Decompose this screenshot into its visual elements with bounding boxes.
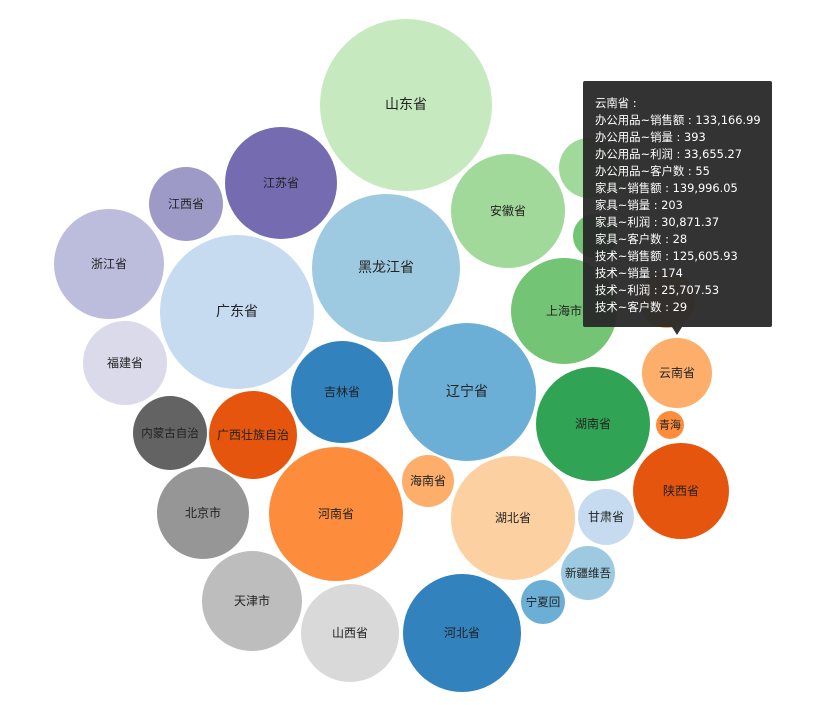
bubble-label: 山西省 <box>332 626 368 640</box>
bubble-label: 新疆维吾 <box>565 566 611 580</box>
bubble[interactable] <box>83 321 167 405</box>
bubble-label: 安徽省 <box>490 203 526 218</box>
bubble[interactable] <box>269 447 403 581</box>
bubble[interactable] <box>133 396 207 470</box>
bubble-label: 陕西省 <box>663 483 699 498</box>
bubble-label: 北京市 <box>185 505 221 520</box>
bubble-label: 广西壮族自治 <box>217 428 289 442</box>
bubble-label: 青海 <box>659 418 681 432</box>
bubble-label: 湖南省 <box>575 416 611 431</box>
bubble-label: 河南省 <box>318 506 354 521</box>
bubble-label: 甘肃省 <box>588 510 624 524</box>
bubble[interactable] <box>312 194 460 342</box>
tooltip-line: 技术~利润 : 25,707.53 <box>595 283 720 297</box>
tooltip-line: 办公用品~客户数 : 55 <box>595 164 710 178</box>
bubble-label: 海南省 <box>410 473 446 488</box>
bubble-label: 广东省 <box>216 304 258 320</box>
bubble[interactable] <box>301 584 399 682</box>
bubble-label: 湖北省 <box>495 510 531 525</box>
bubble[interactable] <box>202 551 302 651</box>
tooltip-line: 办公用品~销售额 : 133,166.99 <box>595 113 761 127</box>
bubble-label: 辽宁省 <box>446 383 488 400</box>
bubble-label: 内蒙古自治 <box>141 426 199 440</box>
bubble-label: 江苏省 <box>263 176 299 190</box>
bubble[interactable] <box>403 574 521 692</box>
tooltip: 云南省 : 办公用品~销售额 : 133,166.99 办公用品~销量 : 39… <box>583 81 772 335</box>
tooltip-line: 技术~销售额 : 125,605.93 <box>595 249 738 263</box>
bubble-label: 河北省 <box>444 626 480 640</box>
tooltip-title: 云南省 : <box>595 96 637 110</box>
bubble[interactable] <box>451 154 565 268</box>
bubble-label: 黑龙江省 <box>358 260 414 276</box>
bubble[interactable] <box>398 323 536 461</box>
bubble-label: 宁夏回 <box>526 595 561 609</box>
bubble[interactable] <box>451 456 575 580</box>
bubble-label: 上海市 <box>546 303 582 318</box>
bubble-label: 江西省 <box>168 197 204 211</box>
bubble[interactable] <box>291 341 393 443</box>
bubble-label: 天津市 <box>234 593 270 608</box>
bubble[interactable] <box>536 367 650 481</box>
bubble-label: 山东省 <box>385 97 427 113</box>
bubble[interactable] <box>209 391 297 479</box>
tooltip-line: 技术~销量 : 174 <box>595 266 683 280</box>
bubble[interactable] <box>225 127 337 239</box>
tooltip-line: 家具~销量 : 203 <box>595 198 683 212</box>
bubble-label: 福建省 <box>107 355 143 370</box>
bubble[interactable] <box>402 455 454 507</box>
bubble[interactable] <box>149 167 223 241</box>
bubble[interactable] <box>561 546 615 600</box>
bubble-label: 云南省 <box>659 365 695 380</box>
bubble[interactable] <box>656 411 684 439</box>
bubble[interactable] <box>54 209 164 319</box>
tooltip-line: 家具~客户数 : 28 <box>595 232 688 246</box>
bubble[interactable] <box>578 489 634 545</box>
bubble[interactable] <box>160 235 314 389</box>
bubble[interactable] <box>521 580 565 624</box>
tooltip-line: 办公用品~利润 : 33,655.27 <box>595 147 742 161</box>
bubble[interactable] <box>320 19 492 191</box>
tooltip-line: 技术~客户数 : 29 <box>595 300 688 314</box>
bubble[interactable] <box>642 338 712 408</box>
bubble-label: 吉林省 <box>324 385 360 399</box>
tooltip-arrow <box>672 327 682 335</box>
tooltip-line: 办公用品~销量 : 393 <box>595 130 706 144</box>
tooltip-line: 家具~利润 : 30,871.37 <box>595 215 720 229</box>
bubble-label: 浙江省 <box>91 257 127 271</box>
bubble[interactable] <box>633 443 729 539</box>
tooltip-line: 家具~销售额 : 139,996.05 <box>595 181 738 195</box>
bubble[interactable] <box>157 467 249 559</box>
